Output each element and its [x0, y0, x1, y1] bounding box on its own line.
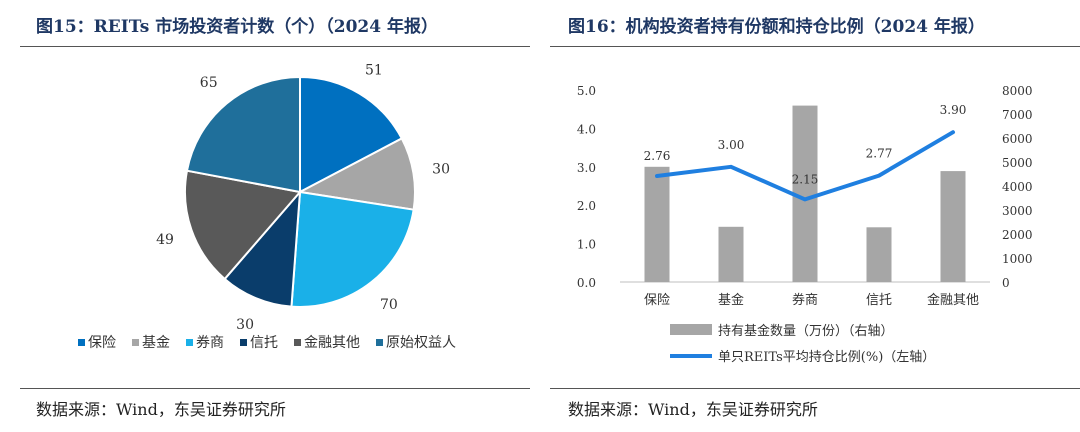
line-data-label: 3.00 — [718, 138, 745, 152]
figure-16-title: 图16：机构投资者持有份额和持仓比例（2024 年报） — [568, 17, 985, 37]
bar-1 — [644, 166, 670, 282]
pie-value-label: 70 — [380, 297, 398, 313]
pie-chart: 51 30 70 30 49 65 保险 基金 券商 信托 金融其他 原始权益人 — [78, 63, 456, 351]
bar-2 — [718, 226, 744, 282]
pie-value-label: 65 — [200, 75, 218, 91]
left-tick-label: 1.0 — [577, 238, 596, 252]
pie-slices — [184, 75, 416, 308]
line-data-label: 3.90 — [940, 103, 967, 117]
x-tick-label: 金融其他 — [927, 292, 979, 308]
pie-value-labels: 51 30 70 30 49 65 — [156, 63, 450, 333]
source-rule — [20, 388, 530, 389]
pie-value-label: 30 — [432, 162, 450, 178]
bar-5 — [940, 171, 966, 282]
bar-4 — [866, 227, 892, 282]
right-axis: 0 1000 2000 3000 4000 5000 6000 7000 8000 — [1002, 84, 1033, 290]
right-tick-label: 2000 — [1002, 228, 1033, 242]
legend-swatch — [240, 339, 247, 346]
x-axis-ticks: 保险 基金 券商 信托 金融其他 — [644, 292, 979, 308]
legend-label: 保险 — [88, 335, 116, 351]
combo-legend: 持有基金数量（万份）（右轴） 单只REITs平均持仓比例(%)（左轴） — [670, 323, 935, 365]
legend-label: 原始权益人 — [386, 335, 456, 351]
left-tick-label: 2.0 — [577, 199, 596, 213]
legend-bar-swatch — [670, 324, 712, 335]
combo-chart: 0.0 1.0 2.0 3.0 4.0 5.0 0 1000 2000 3000 4000 5000… — [577, 84, 1033, 365]
source-rule — [550, 388, 1080, 389]
pie-slice-6 — [185, 75, 301, 194]
legend-label: 金融其他 — [304, 335, 360, 351]
right-tick-label: 1000 — [1002, 252, 1033, 266]
right-tick-label: 7000 — [1002, 108, 1033, 122]
legend-label: 基金 — [142, 334, 170, 351]
figure-16-source: 数据来源：Wind，东吴证券研究所 — [568, 400, 818, 419]
right-tick-label: 8000 — [1002, 84, 1033, 98]
right-tick-label: 3000 — [1002, 204, 1033, 218]
legend-swatch — [132, 339, 139, 346]
pie-slice-4 — [223, 189, 302, 308]
figure-16-panel: 图16：机构投资者持有份额和持仓比例（2024 年报） 0.0 1.0 2.0 3.0… — [550, 0, 1080, 432]
right-tick-label: 5000 — [1002, 156, 1033, 170]
legend-swatch — [78, 339, 85, 346]
line-series — [655, 130, 955, 202]
pie-slice-3 — [290, 190, 415, 308]
line-data-label: 2.15 — [792, 172, 819, 186]
right-tick-label: 6000 — [1002, 132, 1033, 146]
legend-swatch — [186, 339, 193, 346]
line-data-labels: 2.76 3.00 2.15 2.77 3.90 — [644, 103, 967, 186]
legend-label: 券商 — [196, 335, 224, 351]
x-tick-label: 信托 — [866, 293, 892, 308]
pie-slice-2 — [296, 137, 416, 211]
pie-slice-5 — [184, 169, 302, 281]
legend-line-label: 单只REITs平均持仓比例(%)（左轴） — [718, 350, 935, 365]
x-tick-label: 保险 — [644, 293, 670, 308]
line-data-label: 2.77 — [866, 147, 893, 161]
left-tick-label: 3.0 — [577, 161, 596, 175]
figure-15-title: 图15：REITs 市场投资者计数（个）（2024 年报） — [36, 17, 439, 37]
pie-slice-1 — [299, 75, 404, 194]
right-tick-label: 0 — [1002, 276, 1010, 290]
left-tick-label: 0.0 — [577, 276, 596, 290]
x-tick-label: 基金 — [718, 292, 744, 308]
legend-bar-label: 持有基金数量（万份）（右轴） — [718, 323, 894, 339]
line-data-label: 2.76 — [644, 149, 671, 163]
legend-swatch — [294, 339, 301, 346]
pie-value-label: 51 — [365, 63, 383, 79]
figure-15-panel: 图15：REITs 市场投资者计数（个）（2024 年报） 51 30 70 30 49… — [0, 0, 530, 432]
bar-series — [644, 105, 966, 282]
x-tick-label: 券商 — [792, 292, 818, 308]
legend-label: 信托 — [250, 335, 278, 351]
title-rule — [550, 46, 1080, 47]
pie-legend: 保险 基金 券商 信托 金融其他 原始权益人 — [78, 334, 456, 351]
left-tick-label: 5.0 — [577, 84, 596, 98]
left-axis: 0.0 1.0 2.0 3.0 4.0 5.0 — [577, 84, 596, 290]
title-rule — [20, 46, 530, 47]
figure-15-source: 数据来源：Wind，东吴证券研究所 — [36, 400, 286, 419]
pie-value-label: 30 — [236, 317, 254, 333]
left-tick-label: 4.0 — [577, 122, 596, 136]
right-tick-label: 4000 — [1002, 180, 1033, 194]
legend-swatch — [376, 339, 383, 346]
pie-value-label: 49 — [156, 232, 174, 248]
